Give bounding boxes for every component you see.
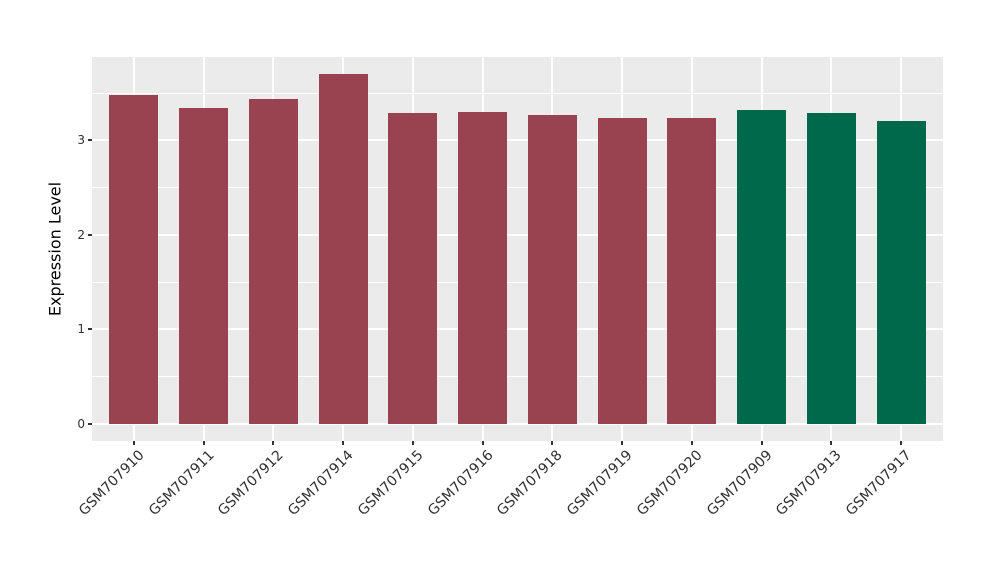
x-tick-mark xyxy=(132,441,135,445)
bar-GSM707916 xyxy=(458,112,508,424)
plot-panel xyxy=(92,57,943,441)
x-tick-label: GSM707915 xyxy=(354,447,427,519)
y-minor-gridline xyxy=(92,281,943,283)
x-tick-mark xyxy=(411,441,414,445)
x-tick-mark xyxy=(830,441,833,445)
bar-GSM707913 xyxy=(806,113,856,424)
y-minor-gridline xyxy=(92,187,943,189)
y-tick-label: 0 xyxy=(77,416,85,431)
x-tick-mark xyxy=(900,441,903,445)
x-tick-mark xyxy=(202,441,205,445)
y-major-gridline xyxy=(92,328,943,331)
y-tick-label: 3 xyxy=(77,133,85,148)
bar-GSM707917 xyxy=(876,120,926,424)
bar-GSM707909 xyxy=(737,110,787,424)
x-tick-mark xyxy=(342,441,345,445)
x-tick-label: GSM707912 xyxy=(215,447,287,519)
x-tick-mark xyxy=(621,441,624,445)
y-minor-gridline xyxy=(92,92,943,94)
y-major-gridline xyxy=(92,139,943,142)
y-major-gridline xyxy=(92,233,943,236)
bar-GSM707915 xyxy=(388,113,438,424)
bar-GSM707914 xyxy=(318,74,368,424)
bar-GSM707910 xyxy=(109,95,159,424)
x-tick-mark xyxy=(272,441,275,445)
y-minor-gridline xyxy=(92,375,943,377)
y-axis-title: Expression Level xyxy=(45,181,65,317)
bar-GSM707919 xyxy=(597,117,647,424)
x-tick-mark xyxy=(481,441,484,445)
y-tick-mark xyxy=(88,139,92,142)
y-tick-mark xyxy=(88,233,92,236)
bar-GSM707912 xyxy=(248,98,298,424)
y-major-gridline xyxy=(92,422,943,425)
x-tick-label: GSM707909 xyxy=(703,447,776,519)
x-tick-label: GSM707917 xyxy=(843,447,915,519)
bar-GSM707920 xyxy=(667,117,717,424)
x-tick-label: GSM707914 xyxy=(285,447,357,519)
y-tick-label: 1 xyxy=(77,322,85,337)
bar-GSM707911 xyxy=(179,108,229,424)
x-tick-mark xyxy=(760,441,763,445)
x-tick-label: GSM707916 xyxy=(424,447,497,519)
x-tick-label: GSM707910 xyxy=(75,447,148,519)
bar-GSM707918 xyxy=(527,115,577,424)
x-tick-label: GSM707918 xyxy=(494,447,566,519)
x-tick-label: GSM707911 xyxy=(145,447,218,519)
x-tick-label: GSM707913 xyxy=(773,447,845,519)
y-tick-mark xyxy=(88,328,92,331)
x-tick-label: GSM707919 xyxy=(564,447,636,519)
y-tick-label: 2 xyxy=(77,227,85,242)
x-tick-mark xyxy=(551,441,554,445)
y-tick-mark xyxy=(88,422,92,425)
x-tick-mark xyxy=(690,441,693,445)
x-tick-label: GSM707920 xyxy=(633,447,706,519)
